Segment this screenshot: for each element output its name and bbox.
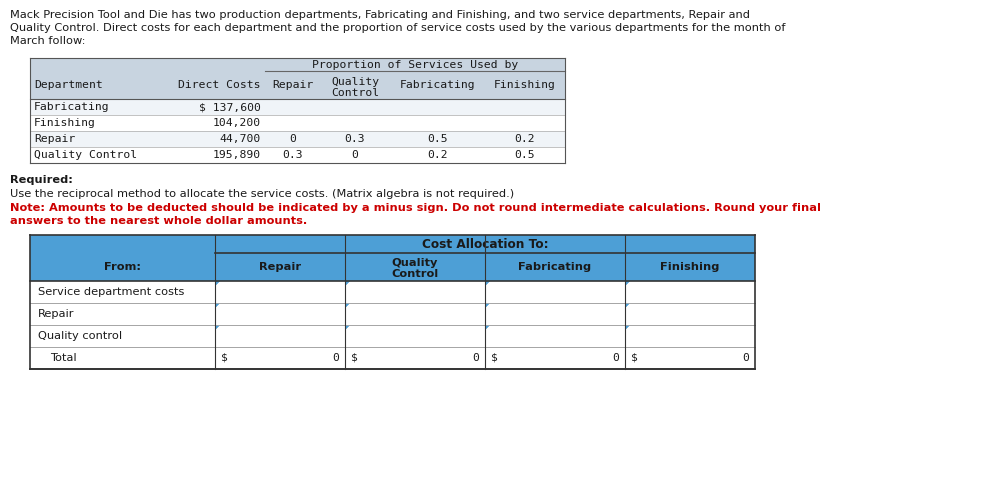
Text: 0: 0 bbox=[289, 134, 296, 144]
Polygon shape bbox=[485, 281, 490, 286]
Bar bbox=[30, 347, 755, 369]
Text: Control: Control bbox=[331, 88, 379, 98]
Text: 0.2: 0.2 bbox=[428, 150, 447, 160]
Text: answers to the nearest whole dollar amounts.: answers to the nearest whole dollar amou… bbox=[10, 216, 308, 226]
Text: 0: 0 bbox=[612, 353, 619, 363]
Polygon shape bbox=[345, 303, 350, 308]
Text: From:: From: bbox=[104, 262, 141, 272]
Text: 0: 0 bbox=[472, 353, 479, 363]
Polygon shape bbox=[345, 325, 350, 330]
Bar bbox=[265, 71, 565, 99]
Text: Fabricating: Fabricating bbox=[400, 80, 475, 90]
Text: Service department costs: Service department costs bbox=[38, 287, 185, 297]
Polygon shape bbox=[625, 303, 630, 308]
Text: March follow:: March follow: bbox=[10, 36, 85, 46]
Bar bbox=[170, 58, 265, 99]
Text: 0.3: 0.3 bbox=[282, 150, 303, 160]
Text: 0: 0 bbox=[332, 353, 339, 363]
Text: 0.2: 0.2 bbox=[515, 134, 536, 144]
Bar bbox=[215, 253, 345, 281]
Polygon shape bbox=[215, 303, 220, 308]
Text: Finishing: Finishing bbox=[661, 262, 719, 272]
Text: $: $ bbox=[631, 353, 638, 363]
Text: Direct Costs: Direct Costs bbox=[179, 80, 261, 90]
Bar bbox=[215, 235, 755, 253]
Polygon shape bbox=[345, 325, 350, 330]
Polygon shape bbox=[215, 303, 220, 308]
Polygon shape bbox=[625, 303, 630, 308]
Polygon shape bbox=[485, 303, 490, 308]
Text: 195,890: 195,890 bbox=[213, 150, 261, 160]
Polygon shape bbox=[345, 281, 350, 286]
Text: Proportion of Services Used by: Proportion of Services Used by bbox=[311, 60, 518, 70]
Bar bbox=[30, 281, 755, 303]
Polygon shape bbox=[345, 281, 350, 286]
Polygon shape bbox=[625, 281, 630, 286]
Bar bbox=[265, 58, 565, 71]
Polygon shape bbox=[485, 281, 490, 286]
Text: $ 137,600: $ 137,600 bbox=[199, 102, 261, 112]
Bar bbox=[30, 253, 215, 281]
Text: Repair: Repair bbox=[38, 309, 74, 319]
Text: Cost Allocation To:: Cost Allocation To: bbox=[422, 238, 549, 251]
Bar bbox=[485, 253, 625, 281]
Text: Total: Total bbox=[50, 353, 76, 363]
Text: 104,200: 104,200 bbox=[213, 118, 261, 128]
Bar bbox=[30, 58, 170, 99]
Polygon shape bbox=[485, 325, 490, 330]
Bar bbox=[30, 99, 565, 115]
Text: $: $ bbox=[351, 353, 358, 363]
Text: 44,700: 44,700 bbox=[220, 134, 261, 144]
Polygon shape bbox=[345, 303, 350, 308]
Text: $: $ bbox=[221, 353, 228, 363]
Polygon shape bbox=[215, 325, 220, 330]
Text: $: $ bbox=[491, 353, 498, 363]
Polygon shape bbox=[625, 325, 630, 330]
Bar bbox=[625, 253, 755, 281]
Bar bbox=[30, 303, 755, 325]
Text: Note: Amounts to be deducted should be indicated by a minus sign. Do not round i: Note: Amounts to be deducted should be i… bbox=[10, 203, 821, 213]
Polygon shape bbox=[485, 325, 490, 330]
Text: Fabricating: Fabricating bbox=[519, 262, 591, 272]
Text: Fabricating: Fabricating bbox=[34, 102, 110, 112]
Bar bbox=[30, 235, 215, 281]
Text: Quality Control. Direct costs for each department and the proportion of service : Quality Control. Direct costs for each d… bbox=[10, 23, 786, 33]
Polygon shape bbox=[625, 325, 630, 330]
Text: Quality control: Quality control bbox=[38, 331, 122, 341]
Text: 0: 0 bbox=[742, 353, 749, 363]
Text: Repair: Repair bbox=[272, 80, 313, 90]
Text: Finishing: Finishing bbox=[494, 80, 556, 90]
Text: 0: 0 bbox=[351, 150, 358, 160]
Polygon shape bbox=[215, 325, 220, 330]
Polygon shape bbox=[625, 281, 630, 286]
Text: Quality: Quality bbox=[392, 258, 438, 268]
Bar bbox=[30, 325, 755, 347]
Text: Quality Control: Quality Control bbox=[34, 150, 137, 160]
Bar bbox=[30, 147, 565, 163]
Text: Control: Control bbox=[392, 269, 438, 279]
Text: Repair: Repair bbox=[259, 262, 301, 272]
Text: 0.5: 0.5 bbox=[428, 134, 447, 144]
Polygon shape bbox=[215, 281, 220, 286]
Text: Finishing: Finishing bbox=[34, 118, 96, 128]
Bar bbox=[30, 131, 565, 147]
Text: Quality: Quality bbox=[331, 77, 379, 87]
Text: Department: Department bbox=[34, 80, 103, 90]
Text: 0.5: 0.5 bbox=[515, 150, 536, 160]
Text: Repair: Repair bbox=[34, 134, 75, 144]
Text: Use the reciprocal method to allocate the service costs. (Matrix algebra is not : Use the reciprocal method to allocate th… bbox=[10, 189, 514, 199]
Bar bbox=[30, 115, 565, 131]
Polygon shape bbox=[215, 281, 220, 286]
Polygon shape bbox=[485, 303, 490, 308]
Text: 0.3: 0.3 bbox=[344, 134, 365, 144]
Text: Required:: Required: bbox=[10, 175, 72, 185]
Bar bbox=[345, 253, 485, 281]
Text: Mack Precision Tool and Die has two production departments, Fabricating and Fini: Mack Precision Tool and Die has two prod… bbox=[10, 10, 750, 20]
